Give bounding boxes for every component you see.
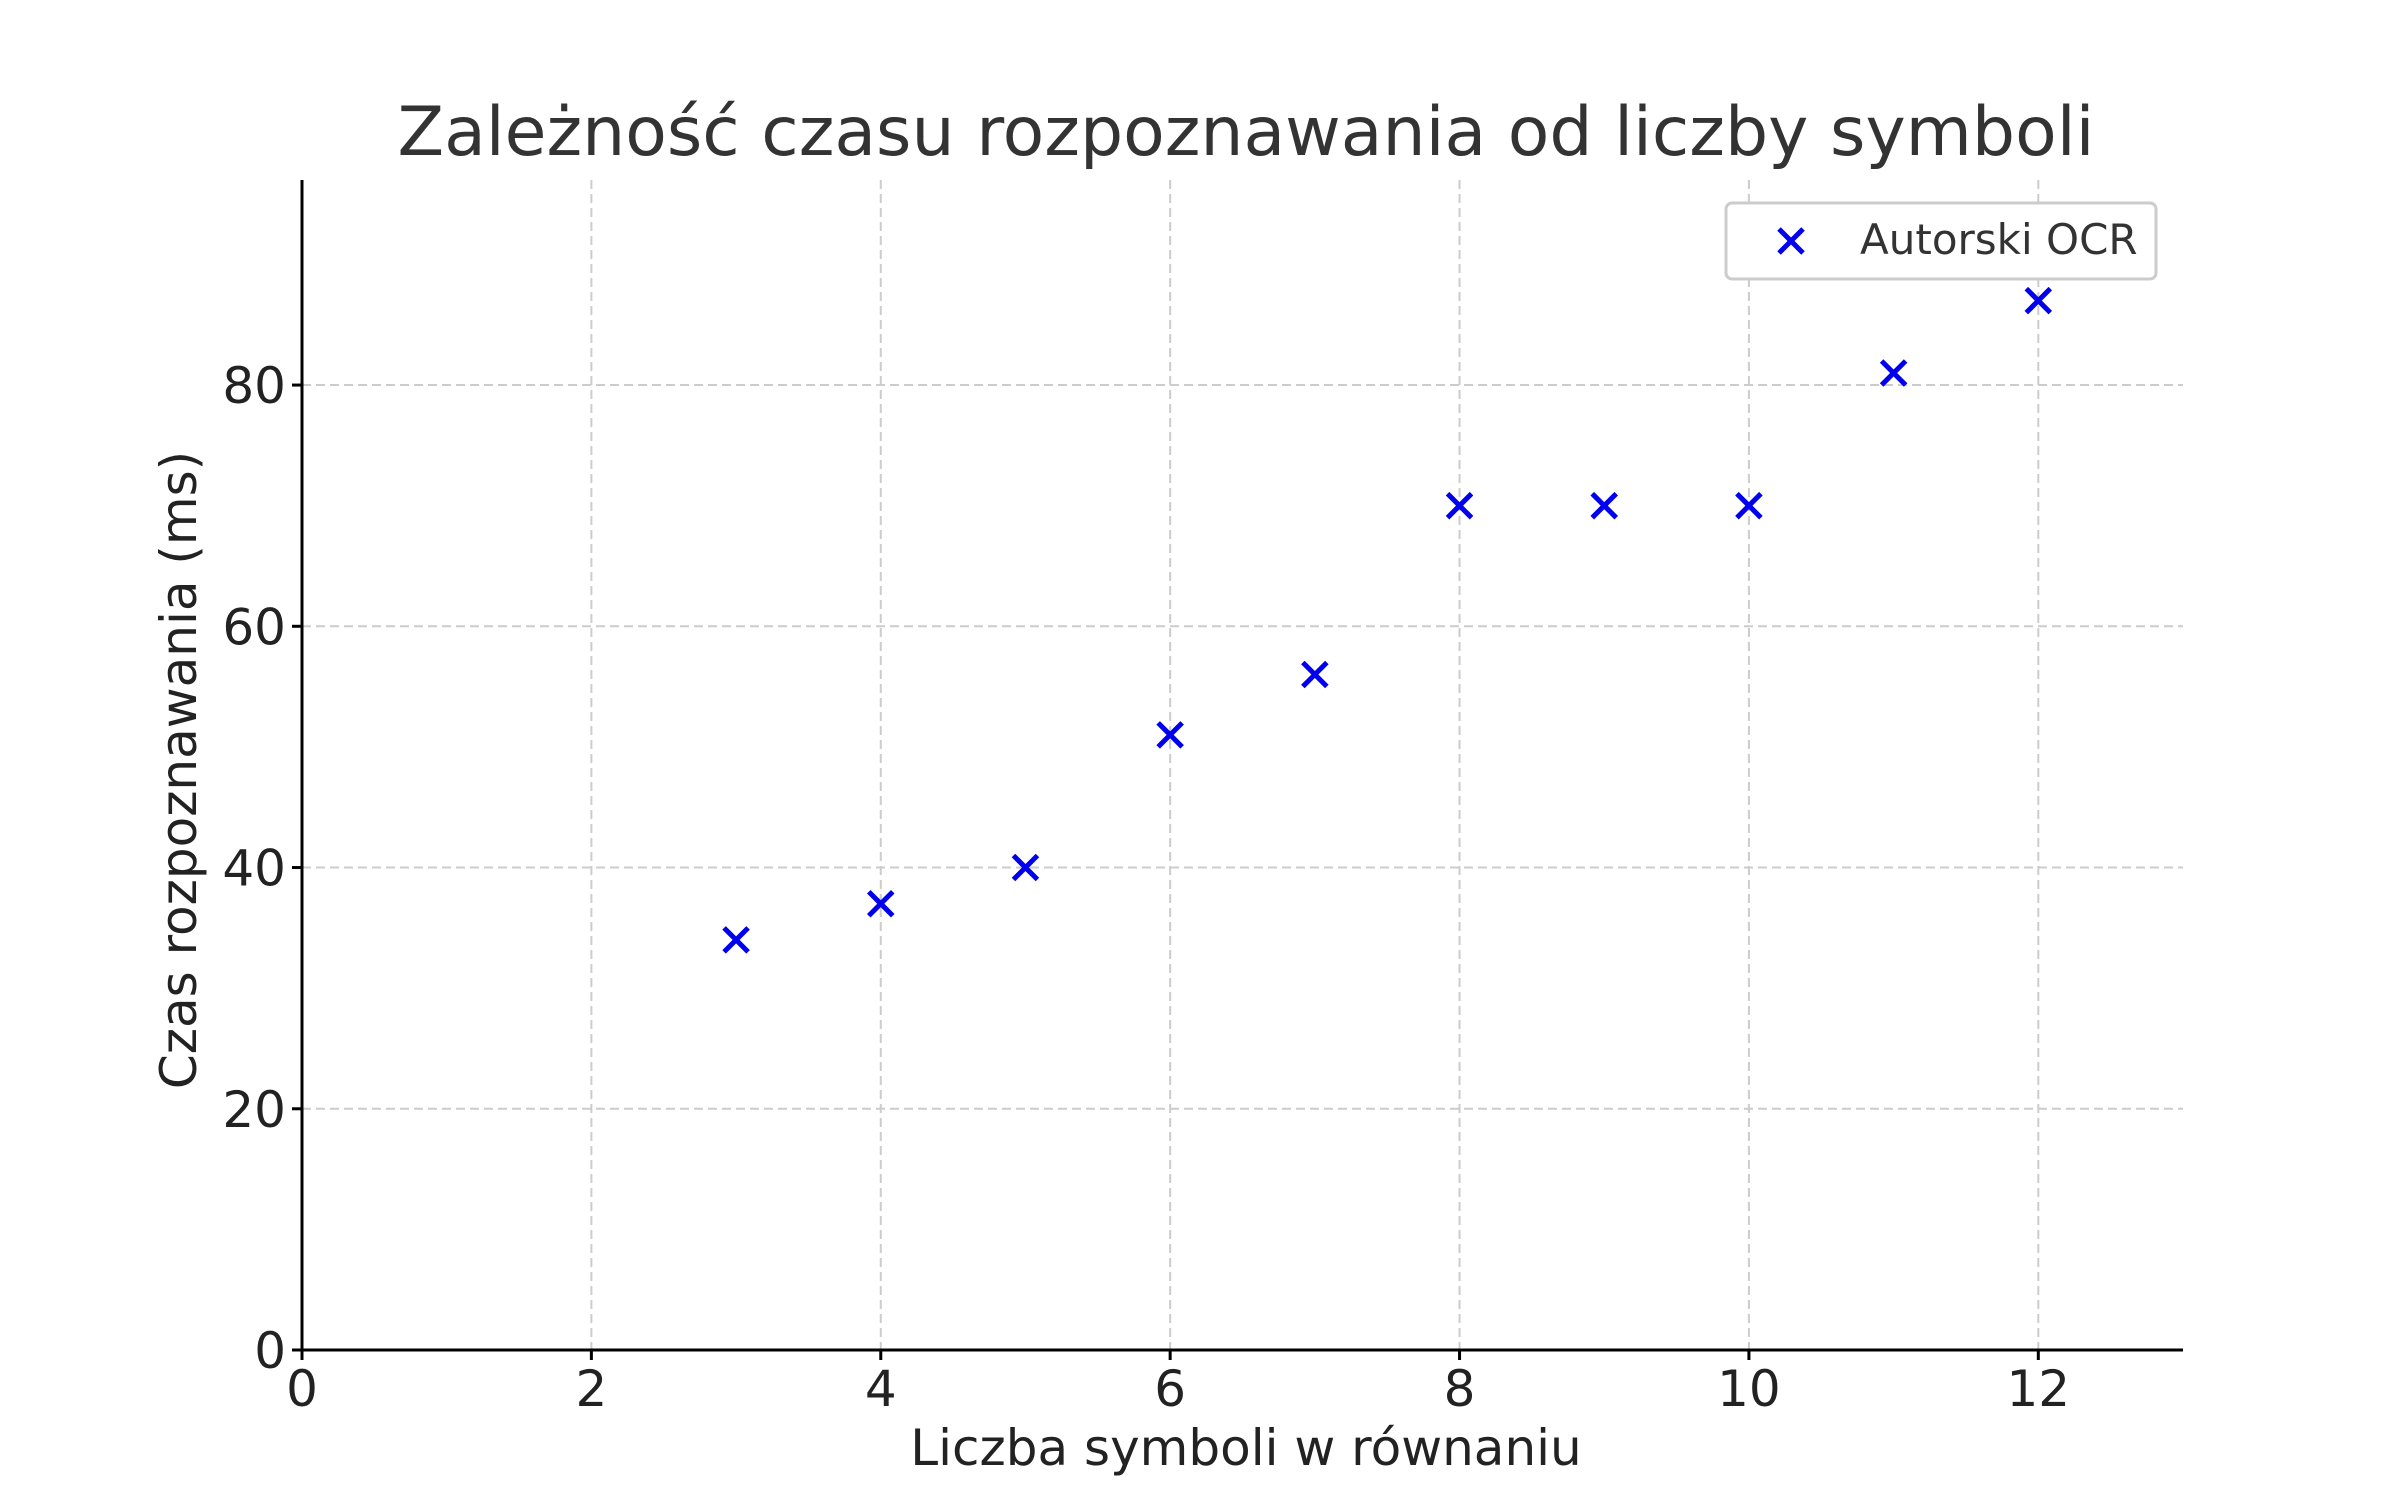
data-point-0-4	[1301, 660, 1329, 689]
y-axis-label: Czas rozpoznawania (ms)	[150, 451, 208, 1089]
y-tick-label-60: 60	[222, 598, 286, 656]
chart-title: Zależność czasu rozpoznawania od liczby …	[398, 93, 2095, 172]
data-point-0-0	[722, 926, 750, 954]
legend-box	[1724, 201, 2158, 281]
y-tick-label-80: 80	[222, 357, 286, 415]
x-tick-label-2: 2	[575, 1360, 607, 1418]
x-tick-label-8: 8	[1444, 1360, 1476, 1418]
tick-labels: 0 2 4 6 8 10 12 0 20 40 60 80	[222, 357, 2070, 1418]
data-point-0-1	[867, 889, 895, 918]
y-tick-label-40: 40	[222, 840, 286, 898]
data-point-0-3	[1156, 721, 1184, 749]
grid-lines	[302, 180, 2183, 1350]
data-point-0-9	[2024, 286, 2053, 315]
data-point-0-6	[1590, 491, 1618, 520]
x-tick-label-6: 6	[1154, 1360, 1186, 1418]
y-tick-label-20: 20	[222, 1081, 286, 1139]
data-point-0-2	[1011, 853, 1040, 882]
legend: Autorski OCR	[1724, 201, 2158, 281]
data-point-0-7	[1735, 491, 1763, 520]
x-tick-label-10: 10	[1717, 1360, 1781, 1418]
legend-marker-x-icon	[1777, 227, 1805, 255]
legend-label-autorski-ocr: Autorski OCR	[1860, 215, 2138, 264]
data-points	[722, 286, 2053, 954]
data-point-0-5	[1445, 491, 1474, 520]
x-axis-label: Liczba symboli w równaniu	[910, 1419, 1581, 1477]
x-tick-label-0: 0	[286, 1360, 318, 1418]
x-tick-label-4: 4	[865, 1360, 897, 1418]
axes	[292, 180, 2183, 1360]
y-tick-label-0: 0	[254, 1322, 286, 1380]
x-tick-label-12: 12	[2006, 1360, 2070, 1418]
legend-marker-x	[1777, 227, 1805, 255]
data-point-0-8	[1879, 359, 1908, 387]
